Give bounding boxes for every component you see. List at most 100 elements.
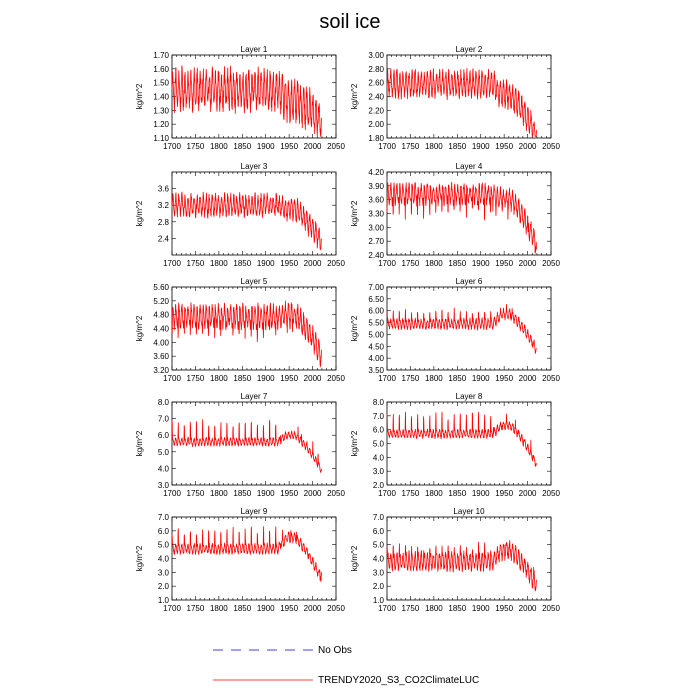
x-tick-label: 1850 (448, 374, 466, 383)
panel-4: Layer 4 2.40 2.70 3.00 3.30 3.60 3.90 4.20 1700 1… (350, 162, 560, 268)
x-tick-label: 1850 (448, 604, 466, 613)
panel-6: Layer 6 3.50 4.00 4.50 5.00 5.50 6.00 6.50 7.00 1… (350, 277, 560, 383)
panel-2: Layer 2 1.80 2.00 2.20 2.40 2.60 2.80 3.00 1700 1… (350, 45, 560, 151)
y-tick-label: 1.0 (158, 596, 170, 605)
x-tick-label: 2050 (327, 489, 345, 498)
y-tick-label: 3.2 (158, 201, 170, 210)
x-tick-label: 1950 (280, 604, 298, 613)
y-tick-label: 6.0 (158, 527, 170, 536)
y-tick-label: 4.00 (368, 354, 384, 363)
y-axis-label: kg/m^2 (135, 200, 144, 226)
x-tick-label: 1950 (495, 374, 513, 383)
y-axis-label: kg/m^2 (135, 545, 144, 571)
x-tick-label: 1850 (233, 489, 251, 498)
y-tick-label: 2.20 (368, 106, 384, 115)
series-trendy-line (386, 539, 537, 592)
y-tick-label: 1.10 (153, 134, 169, 143)
x-tick-label: 1750 (402, 259, 420, 268)
panel-1: Layer 1 1.10 1.20 1.30 1.40 1.50 1.60 1.70 1700 1… (135, 45, 345, 151)
x-tick-label: 2050 (327, 259, 345, 268)
x-tick-label: 1950 (495, 259, 513, 268)
y-axis-label: kg/m^2 (350, 315, 359, 341)
x-tick-label: 2000 (304, 142, 322, 151)
x-tick-label: 1700 (378, 259, 396, 268)
y-tick-label: 3.60 (153, 352, 169, 361)
x-tick-label: 1950 (495, 489, 513, 498)
y-tick-label: 4.40 (153, 325, 169, 334)
y-tick-label: 2.40 (368, 93, 384, 102)
y-tick-label: 1.80 (368, 134, 384, 143)
y-tick-label: 3.90 (368, 182, 384, 191)
y-axis-label: kg/m^2 (135, 83, 144, 109)
y-tick-label: 5.50 (368, 319, 384, 328)
y-tick-label: 3.00 (368, 51, 384, 60)
y-tick-label: 7.0 (373, 412, 385, 421)
x-tick-label: 1750 (187, 489, 205, 498)
y-tick-label: 3.0 (373, 467, 385, 476)
panel-3: Layer 3 2.4 2.8 3.2 3.6 1700 1750 1800 1850 1900 1… (135, 162, 345, 268)
y-axis-label: kg/m^2 (135, 430, 144, 456)
y-tick-label: 7.0 (158, 513, 170, 522)
legend-trendy-label: TRENDY2020_S3_CO2ClimateLUC (318, 675, 479, 686)
x-tick-label: 1850 (233, 374, 251, 383)
x-tick-label: 1700 (378, 142, 396, 151)
y-tick-label: 2.8 (158, 218, 170, 227)
y-tick-label: 4.0 (373, 453, 385, 462)
y-tick-label: 3.0 (158, 481, 170, 490)
x-tick-label: 1850 (233, 142, 251, 151)
y-tick-label: 3.00 (368, 223, 384, 232)
x-tick-label: 1750 (187, 604, 205, 613)
x-tick-label: 1900 (472, 489, 490, 498)
x-tick-label: 2000 (519, 489, 537, 498)
y-tick-label: 5.20 (153, 297, 169, 306)
plot-frame (386, 286, 552, 371)
x-tick-label: 1900 (472, 259, 490, 268)
y-tick-label: 2.60 (368, 79, 384, 88)
series-trendy-line (171, 191, 322, 250)
panel-9: Layer 9 1.0 2.0 3.0 4.0 5.0 6.0 7.0 1700 1750 1800… (135, 507, 345, 613)
x-tick-label: 1900 (257, 142, 275, 151)
y-tick-label: 8.0 (373, 398, 385, 407)
x-tick-label: 1900 (472, 374, 490, 383)
legend: No Obs TRENDY2020_S3_CO2ClimateLUC (213, 645, 479, 686)
panel-10: Layer 10 1.0 2.0 3.0 4.0 5.0 6.0 7.0 1700 1750 180… (350, 507, 560, 613)
panel-title: Layer 9 (241, 507, 268, 516)
x-tick-label: 1800 (210, 489, 228, 498)
x-tick-label: 1800 (425, 142, 443, 151)
x-tick-label: 2000 (304, 604, 322, 613)
x-tick-label: 1750 (402, 374, 420, 383)
x-tick-label: 1700 (163, 489, 181, 498)
x-tick-label: 2000 (304, 374, 322, 383)
y-tick-label: 3.20 (153, 366, 169, 375)
y-tick-label: 2.0 (373, 582, 385, 591)
x-tick-label: 1750 (187, 374, 205, 383)
plot-frame (171, 401, 337, 486)
y-tick-label: 1.60 (153, 65, 169, 74)
x-tick-label: 1900 (257, 604, 275, 613)
y-tick-label: 1.20 (153, 120, 169, 129)
x-tick-label: 1800 (210, 604, 228, 613)
x-tick-label: 1750 (402, 604, 420, 613)
panel-title: Layer 1 (241, 45, 268, 54)
x-tick-label: 1850 (448, 259, 466, 268)
panel-7: Layer 7 3.0 4.0 5.0 6.0 7.0 8.0 1700 1750 1800 185… (135, 392, 345, 498)
x-tick-label: 1800 (425, 489, 443, 498)
y-axis-label: kg/m^2 (135, 315, 144, 341)
y-tick-label: 6.50 (368, 295, 384, 304)
x-tick-label: 1800 (210, 374, 228, 383)
x-tick-label: 2050 (542, 374, 560, 383)
y-tick-label: 7.00 (368, 283, 384, 292)
x-tick-label: 1850 (233, 259, 251, 268)
y-tick-label: 1.30 (153, 106, 169, 115)
x-tick-label: 1800 (425, 259, 443, 268)
panel-8: Layer 8 2.0 3.0 4.0 5.0 6.0 7.0 8.0 1700 1750 1800… (350, 392, 560, 498)
x-tick-label: 2050 (542, 259, 560, 268)
series-trendy-line (386, 303, 537, 354)
x-tick-label: 1700 (163, 142, 181, 151)
x-tick-label: 2000 (519, 604, 537, 613)
y-tick-label: 2.40 (368, 251, 384, 260)
x-tick-label: 1750 (187, 259, 205, 268)
y-tick-label: 2.0 (158, 582, 170, 591)
y-tick-label: 6.0 (373, 527, 385, 536)
